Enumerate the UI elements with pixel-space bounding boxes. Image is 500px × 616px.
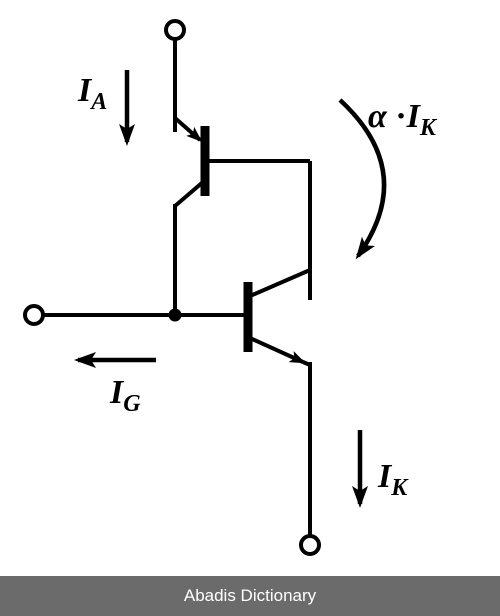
caption-bar: Abadis Dictionary <box>0 576 500 616</box>
label-ig-main: I <box>110 374 123 411</box>
anode-terminal <box>166 21 184 39</box>
label-alpha-ik: α ·IK <box>368 98 436 142</box>
label-ik: IK <box>378 458 407 502</box>
label-ia-main: I <box>78 72 91 109</box>
caption-text: Abadis Dictionary <box>184 586 316 606</box>
label-ik-main: I <box>378 458 391 495</box>
gate-terminal <box>25 306 43 324</box>
circuit-svg-main <box>0 0 500 576</box>
label-ig: IG <box>110 374 141 418</box>
label-aik-main: I <box>407 98 420 135</box>
cathode-terminal <box>301 536 319 554</box>
label-alpha: α <box>368 98 387 135</box>
circuit-diagram: IA IG IK α ·IK <box>0 0 500 576</box>
label-ia-sub: A <box>91 89 107 115</box>
label-ig-sub: G <box>123 391 140 417</box>
label-aik-sub: K <box>420 115 436 141</box>
label-ik-sub: K <box>391 475 407 501</box>
label-ia: IA <box>78 72 107 116</box>
label-dot: · <box>387 98 407 135</box>
npn-em-conn <box>303 362 310 365</box>
